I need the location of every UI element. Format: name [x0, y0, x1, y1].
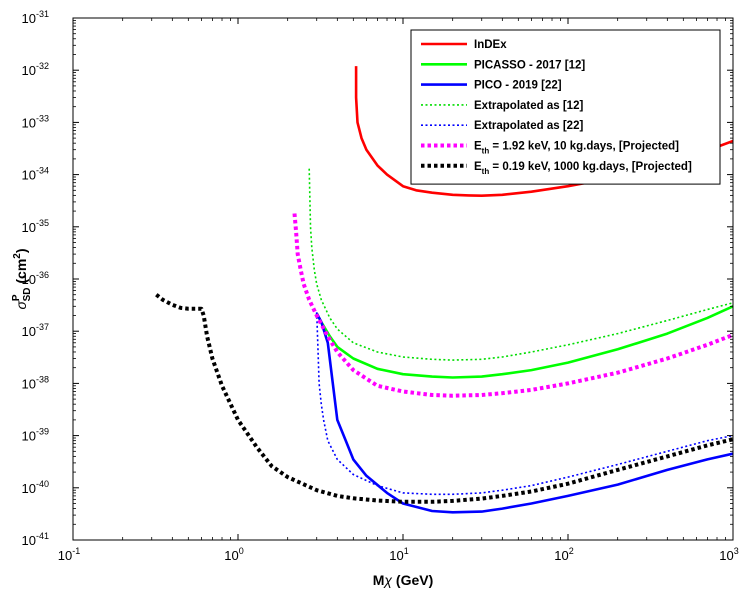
legend-entry-3: PICO - 2019 [22] — [474, 80, 562, 92]
legend-entry-1: InDEx — [474, 39, 507, 51]
legend-entry-2: PICASSO - 2017 [12] — [474, 59, 585, 71]
y-tick-label: 10-37 — [22, 322, 49, 339]
y-tick-label: 10-40 — [22, 479, 49, 496]
series-line-2 — [315, 305, 733, 379]
legend-box — [410, 29, 721, 185]
y-tick-label: 10-31 — [22, 9, 49, 26]
legend-entry-5: Extrapolated as [22] — [474, 120, 583, 132]
legend-entry-7: Eth = 0.19 keV, 1000 kg.days, [Projected… — [474, 161, 692, 176]
y-tick-label: 10-36 — [22, 270, 49, 287]
y-tick-label: 10-34 — [22, 166, 49, 183]
x-axis-label: Mχ (GeV) — [373, 572, 434, 588]
y-tick-label: 10-33 — [22, 113, 49, 130]
y-axis-label: σPSD (cm2) — [11, 248, 33, 309]
y-tick-label: 10-41 — [22, 531, 49, 548]
y-tick-label: 10-39 — [22, 427, 49, 444]
series-line-7 — [155, 293, 733, 504]
series-line-6 — [292, 213, 733, 398]
x-tick-label: 101 — [389, 546, 408, 563]
x-tick-label: 100 — [224, 546, 243, 563]
y-tick-label: 10-38 — [22, 374, 49, 391]
y-tick-label: 10-32 — [22, 61, 49, 78]
x-tick-label: 102 — [554, 546, 573, 563]
series-line-3 — [315, 312, 733, 514]
x-axis: 10-1 100 101 102 103 — [58, 18, 739, 563]
series-line-4 — [308, 168, 733, 361]
legend-entry-6: Eth = 1.92 keV, 10 kg.days, [Projected] — [474, 141, 679, 156]
legend-entry-4: Extrapolated as [12] — [474, 100, 583, 112]
legend: InDEx PICASSO - 2017 [12] PICO - 2019 [22]… — [410, 29, 721, 185]
series-line-5 — [315, 312, 733, 496]
x-tick-label: 10-1 — [58, 546, 80, 563]
y-axis: 10-41 10-40 10-39 10-38 10-37 10-36 10-35 10-34… — [22, 9, 733, 548]
x-tick-label: 103 — [719, 546, 738, 563]
y-tick-label: 10-35 — [22, 218, 49, 235]
